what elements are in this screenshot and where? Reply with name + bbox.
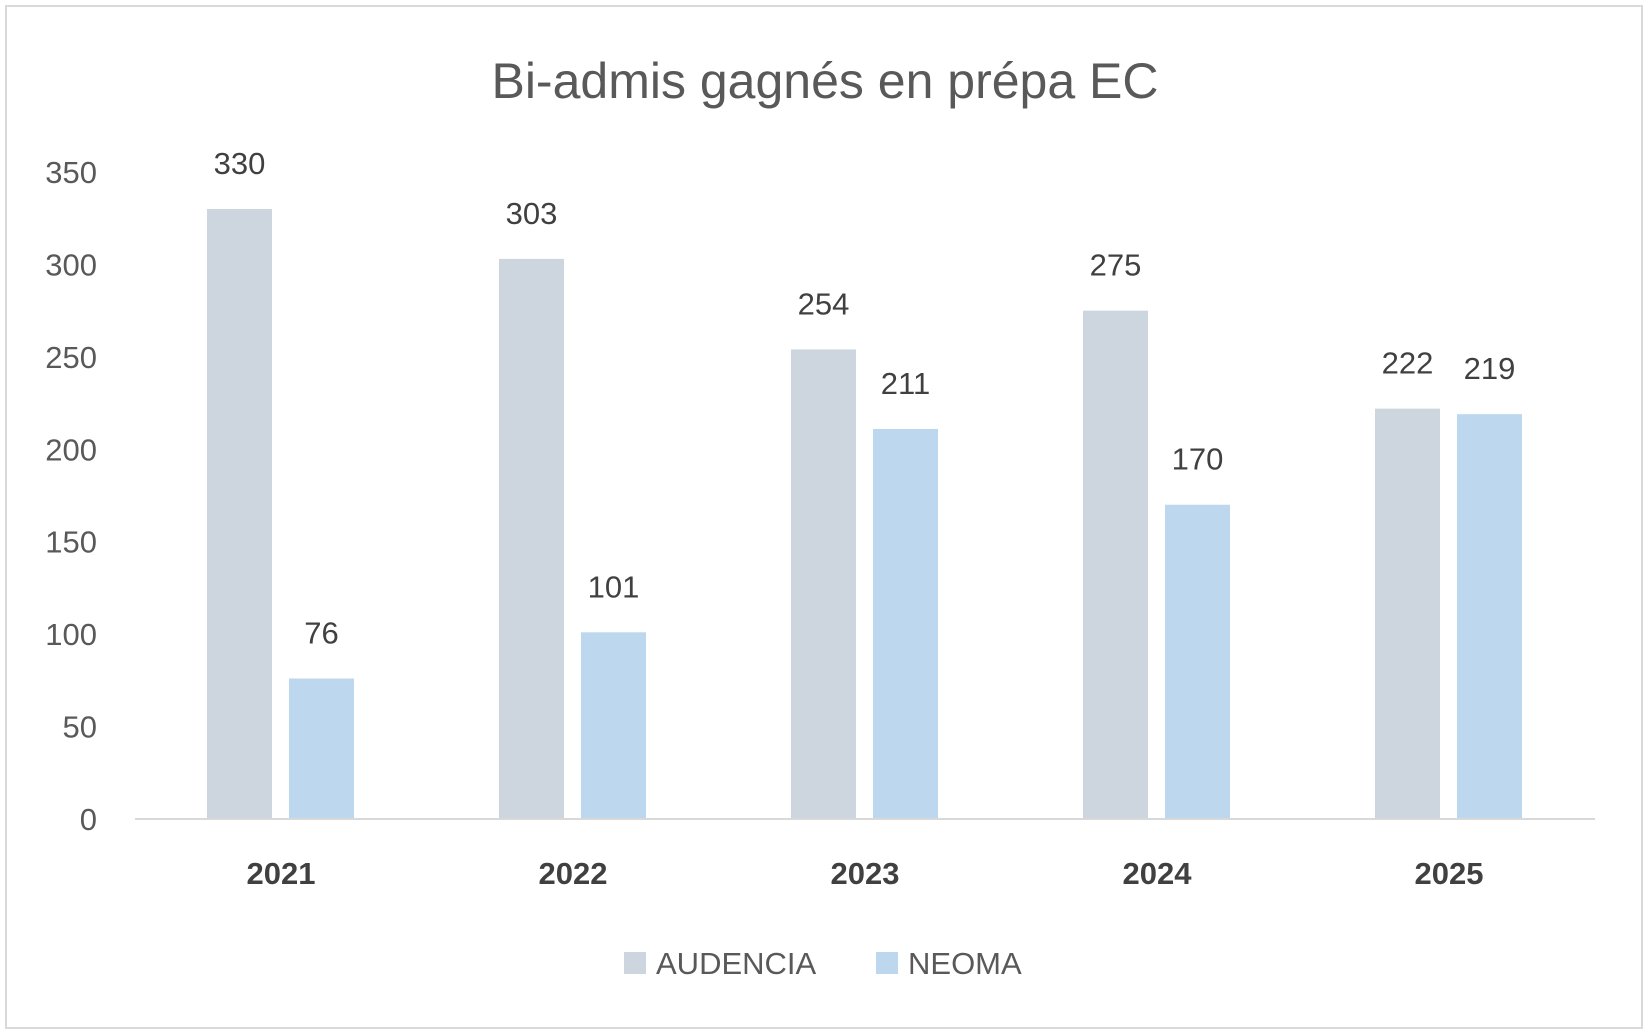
legend-swatch-audencia xyxy=(624,952,646,974)
bar-neoma-2022 xyxy=(581,632,646,819)
data-label: 219 xyxy=(1464,351,1516,386)
bar-neoma-2023 xyxy=(873,428,938,819)
chart-title: Bi-admis gagnés en prépa EC xyxy=(491,53,1158,109)
legend-swatch-neoma xyxy=(876,952,898,974)
y-tick-label: 250 xyxy=(45,340,97,375)
bar-audencia-2025 xyxy=(1375,408,1440,819)
y-tick-label: 350 xyxy=(45,155,97,190)
chart-frame xyxy=(5,5,1643,1029)
data-label: 275 xyxy=(1090,248,1142,283)
legend-label: NEOMA xyxy=(908,946,1022,981)
bar-audencia-2024 xyxy=(1083,310,1148,819)
x-tick-label: 2025 xyxy=(1415,856,1484,891)
data-label: 170 xyxy=(1172,442,1224,477)
legend-label: AUDENCIA xyxy=(656,946,817,981)
x-tick-label: 2024 xyxy=(1123,856,1193,891)
data-label: 303 xyxy=(506,196,558,231)
data-label: 76 xyxy=(304,616,338,651)
bar-audencia-2021 xyxy=(207,208,272,819)
data-label: 330 xyxy=(214,146,266,181)
y-tick-label: 200 xyxy=(45,432,97,467)
y-tick-label: 150 xyxy=(45,525,97,560)
data-label: 222 xyxy=(1382,346,1434,381)
bar-audencia-2022 xyxy=(499,258,564,820)
x-tick-label: 2023 xyxy=(831,856,900,891)
x-tick-label: 2022 xyxy=(539,856,608,891)
y-axis: 0 50 100 150 200 250 300 350 xyxy=(45,155,97,837)
y-tick-label: 0 xyxy=(80,802,97,837)
bar-neoma-2025 xyxy=(1457,414,1522,819)
data-label: 101 xyxy=(588,569,640,604)
y-tick-label: 100 xyxy=(45,617,97,652)
y-tick-label: 50 xyxy=(63,710,97,745)
bars: 330 76 303 101 254 211 275 170 222 219 xyxy=(207,146,1522,820)
y-tick-label: 300 xyxy=(45,247,97,282)
x-tick-label: 2021 xyxy=(247,856,316,891)
bar-neoma-2024 xyxy=(1165,504,1230,819)
data-label: 254 xyxy=(798,286,850,321)
bar-audencia-2023 xyxy=(791,349,856,819)
legend: AUDENCIA NEOMA xyxy=(624,946,1022,981)
bar-neoma-2021 xyxy=(289,678,354,819)
data-label: 211 xyxy=(881,366,930,401)
x-axis: 2021 2022 2023 2024 2025 xyxy=(247,856,1484,891)
